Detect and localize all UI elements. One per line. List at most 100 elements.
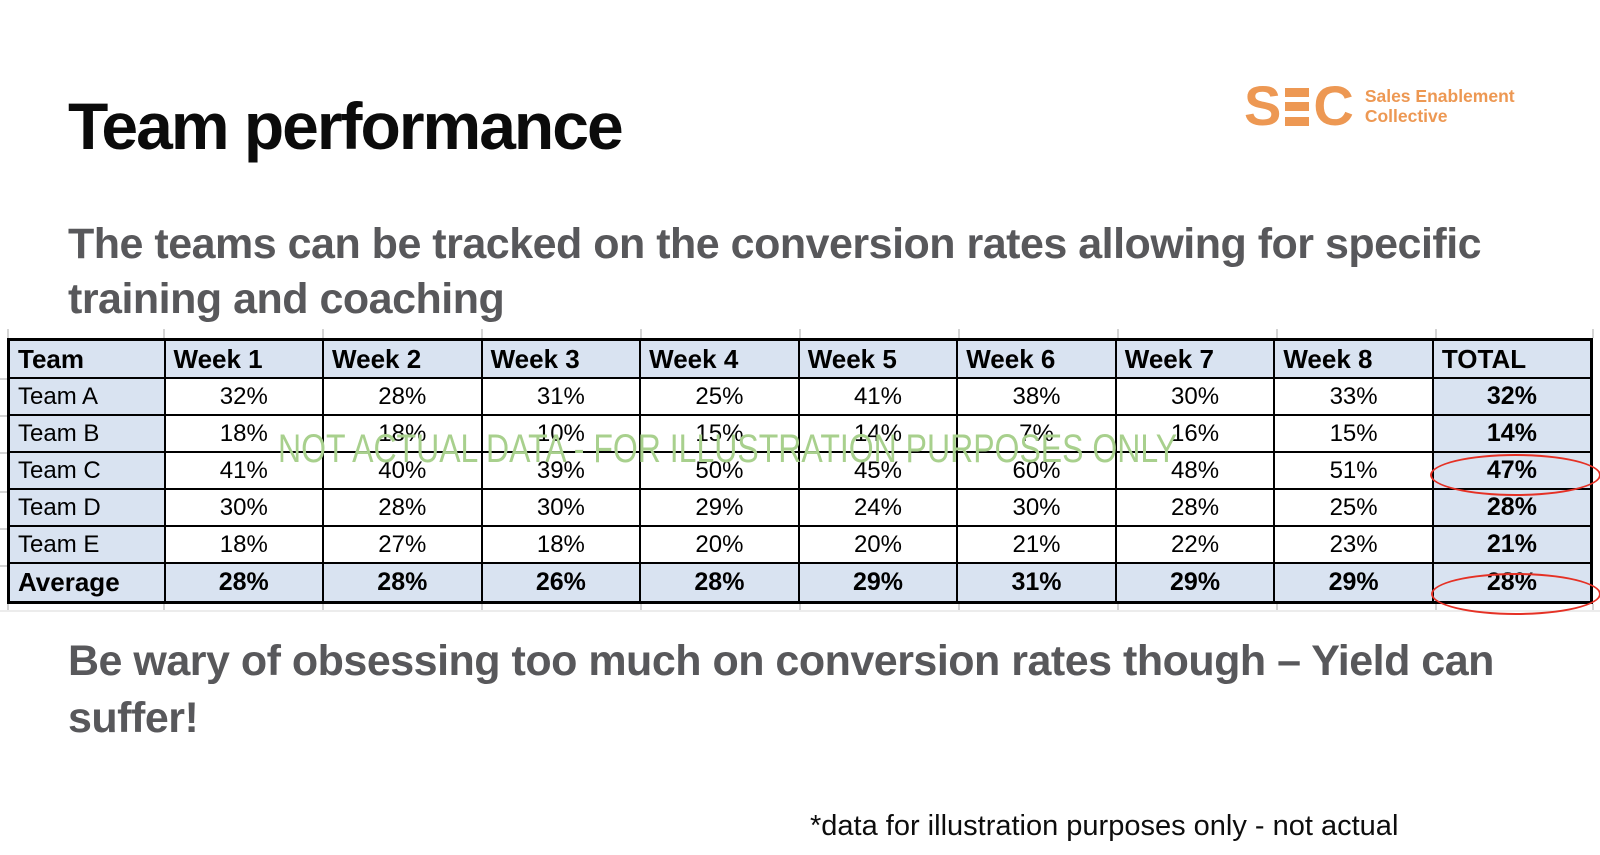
gridline-tick <box>1592 604 1594 610</box>
gridline-tick <box>0 491 7 493</box>
table-row: Team E 18% 27% 18% 20% 20% 21% 22% 23% 21% <box>7 525 1593 564</box>
column-header: Week 1 <box>163 338 325 379</box>
value-cell: 28% <box>322 562 483 604</box>
value-cell: 28% <box>1114 488 1276 527</box>
value-cell: 20% <box>639 525 800 564</box>
value-cell: 21% <box>956 525 1117 564</box>
gridline-tick <box>0 610 1600 612</box>
value-cell: 29% <box>797 562 959 604</box>
gridline-tick <box>0 565 7 567</box>
value-cell: 60% <box>956 451 1117 490</box>
subtitle-line-2: training and coaching <box>68 275 505 323</box>
total-cell: 32% <box>1431 377 1593 416</box>
table-row: Team A 32% 28% 31% 25% 41% 38% 30% 33% 32% <box>7 377 1593 416</box>
value-cell: 38% <box>956 377 1117 416</box>
row-label: Average <box>7 562 166 604</box>
table-header-row: Team Week 1 Week 2 Week 3 Week 4 Week 5 Week 6… <box>7 338 1593 379</box>
gridline-tick <box>0 415 7 417</box>
logo-name-line1: Sales Enablement <box>1364 86 1515 106</box>
value-cell: 18% <box>322 414 483 453</box>
value-cell: 28% <box>322 488 483 527</box>
logo-e-bars-icon <box>1285 87 1310 126</box>
value-cell: 22% <box>1114 525 1276 564</box>
sec-monogram: S C <box>1244 78 1354 134</box>
value-cell: 28% <box>639 562 800 604</box>
footnote: *data for illustration purposes only - n… <box>810 810 1399 842</box>
highlight-circle-teamc-total <box>1430 454 1600 496</box>
value-cell: 41% <box>797 377 959 416</box>
subtitle-line-1: The teams can be tracked on the conversi… <box>68 220 1482 268</box>
warning-line-1: Be wary of obsessing too much on convers… <box>68 637 1494 685</box>
gridline-tick <box>163 604 165 610</box>
value-cell: 40% <box>322 451 483 490</box>
gridline-tick <box>1435 604 1437 610</box>
value-cell: 23% <box>1273 525 1434 564</box>
gridline-tick <box>163 329 165 338</box>
value-cell: 29% <box>639 488 800 527</box>
value-cell: 32% <box>163 377 325 416</box>
gridline-tick <box>481 329 483 338</box>
value-cell: 28% <box>163 562 325 604</box>
total-cell: 14% <box>1431 414 1593 453</box>
gridline-tick <box>322 604 324 610</box>
value-cell: 33% <box>1273 377 1434 416</box>
gridline-tick <box>1117 604 1119 610</box>
value-cell: 18% <box>163 525 325 564</box>
value-cell: 20% <box>797 525 959 564</box>
gridline-tick <box>640 604 642 610</box>
gridline-tick <box>7 604 9 610</box>
gridline-tick <box>322 329 324 338</box>
warning-line-2: suffer! <box>68 694 199 742</box>
page-title: Team performance <box>68 89 624 163</box>
value-cell: 45% <box>797 451 959 490</box>
gridline-tick <box>0 528 7 530</box>
value-cell: 18% <box>163 414 325 453</box>
column-header: Week 4 <box>639 338 800 379</box>
value-cell: 29% <box>1273 562 1434 604</box>
gridline-tick <box>958 604 960 610</box>
gridline-tick <box>0 452 7 454</box>
value-cell: 10% <box>480 414 642 453</box>
average-row: Average 28% 28% 26% 28% 29% 31% 29% 29% 28% <box>7 562 1593 604</box>
performance-table: Team Week 1 Week 2 Week 3 Week 4 Week 5 Week 6… <box>7 338 1593 604</box>
row-label: Team A <box>7 377 166 416</box>
gridline-tick <box>1592 329 1594 338</box>
row-label: Team D <box>7 488 166 527</box>
logo-letter-s: S <box>1244 74 1282 137</box>
value-cell: 48% <box>1114 451 1276 490</box>
column-header-team: Team <box>7 338 166 379</box>
value-cell: 25% <box>639 377 800 416</box>
row-label: Team E <box>7 525 166 564</box>
total-cell: 21% <box>1431 525 1593 564</box>
gridline-tick <box>799 329 801 338</box>
warning-text: Be wary of obsessing too much on convers… <box>68 633 1494 747</box>
row-label: Team B <box>7 414 166 453</box>
logo-letter-c: C <box>1313 74 1354 137</box>
subtitle: The teams can be tracked on the conversi… <box>68 217 1482 327</box>
highlight-circle-average-total <box>1431 573 1600 615</box>
value-cell: 39% <box>480 451 642 490</box>
gridline-tick <box>1276 329 1278 338</box>
value-cell: 14% <box>797 414 959 453</box>
value-cell: 51% <box>1273 451 1434 490</box>
gridline-tick <box>1435 329 1437 338</box>
gridline-tick <box>958 329 960 338</box>
column-header: Week 7 <box>1114 338 1276 379</box>
value-cell: 26% <box>480 562 642 604</box>
value-cell: 30% <box>1114 377 1276 416</box>
value-cell: 18% <box>480 525 642 564</box>
column-header: Week 8 <box>1273 338 1434 379</box>
logo-wordmark: Sales Enablement Collective <box>1365 84 1515 126</box>
value-cell: 31% <box>956 562 1117 604</box>
value-cell: 30% <box>163 488 325 527</box>
gridline-tick <box>481 604 483 610</box>
value-cell: 15% <box>1273 414 1434 453</box>
column-header: Week 3 <box>480 338 642 379</box>
table-row: Team D 30% 28% 30% 29% 24% 30% 28% 25% 28% <box>7 488 1593 527</box>
gridline-tick <box>1117 329 1119 338</box>
value-cell: 7% <box>956 414 1117 453</box>
sec-logo: S C Sales Enablement Collective <box>1244 78 1515 134</box>
logo-name-line2: Collective <box>1364 106 1448 126</box>
row-label: Team C <box>7 451 166 490</box>
